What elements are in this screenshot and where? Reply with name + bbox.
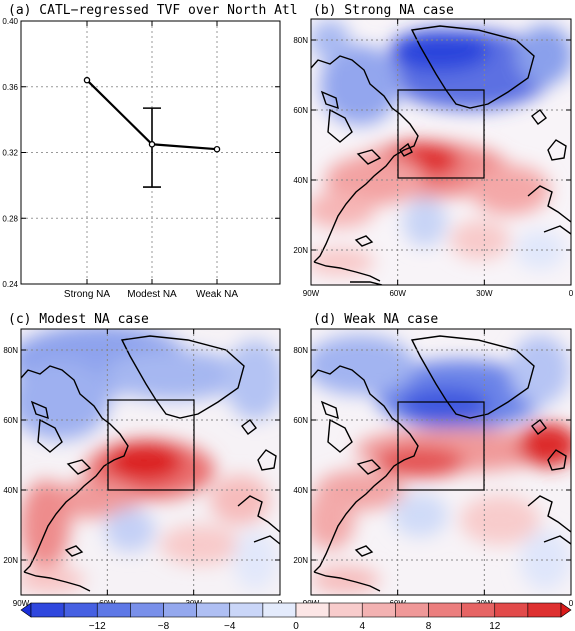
colorbar-label: −4 xyxy=(224,621,236,631)
colorbar-swatch xyxy=(196,602,231,618)
y-tick-label: 0.24 xyxy=(2,280,18,289)
colorbar-max-arrow xyxy=(560,602,572,618)
y-tick-label: 0.36 xyxy=(2,83,18,92)
x-tick-label: Strong NA xyxy=(64,289,110,300)
lat-tick-label: 40N xyxy=(3,486,18,495)
colorbar-swatch xyxy=(262,602,297,618)
colorbar-swatch xyxy=(395,602,429,618)
panel-d-title: (d) Weak NA case xyxy=(313,312,438,327)
panel-b-field xyxy=(311,19,571,285)
panel-b-region-box xyxy=(397,89,485,179)
lon-tick-label: 90W xyxy=(303,289,320,298)
colorbar-label: 12 xyxy=(489,621,501,631)
panel-d: (d) Weak NA case xyxy=(293,312,574,608)
x-tick-label: Modest NA xyxy=(127,289,177,300)
panel-a-title: (a) CATL−regressed TVF over North Atl xyxy=(8,3,298,18)
panel-b-ticks: 90W 60W 30W 0 20N 40N 60N 80N xyxy=(293,19,574,298)
panel-b-grid xyxy=(311,19,571,285)
colorbar-label: 8 xyxy=(426,621,432,631)
lat-tick-label: 80N xyxy=(3,346,18,355)
colorbar-label: −12 xyxy=(89,621,106,631)
colorbar-label: −8 xyxy=(158,621,170,631)
colorbar-swatch xyxy=(461,602,496,618)
colorbar-labels: −12 −8 −4 0 4 8 12 xyxy=(89,621,501,631)
panel-a-x-ticks: Strong NA Modest NA Weak NA xyxy=(64,21,238,300)
colorbar-swatch xyxy=(130,602,164,618)
lat-tick-label: 20N xyxy=(293,556,308,565)
lat-tick-label: 80N xyxy=(293,346,308,355)
lat-tick-label: 40N xyxy=(293,176,308,185)
y-tick-label: 0.40 xyxy=(2,17,18,26)
panel-b-title: (b) Strong NA case xyxy=(313,3,454,18)
colorbar-label: 0 xyxy=(293,621,299,631)
colorbar-label: 4 xyxy=(359,621,365,631)
data-point xyxy=(83,76,91,84)
data-point xyxy=(148,141,156,148)
colorbar: −12 −8 −4 0 4 8 12 xyxy=(20,602,572,631)
panel-b: (b) Strong NA case xyxy=(293,3,573,298)
lat-tick-label: 80N xyxy=(293,36,308,45)
colorbar-swatch xyxy=(30,602,65,618)
panel-c-field xyxy=(21,329,280,595)
colorbar-swatch xyxy=(361,602,396,618)
panel-c-frame xyxy=(20,328,281,596)
data-point xyxy=(213,145,221,153)
panel-c-region-box xyxy=(107,399,195,491)
x-tick-label: Weak NA xyxy=(196,289,238,300)
panel-a-series xyxy=(83,76,221,188)
colorbar-swatches xyxy=(20,602,572,618)
lat-tick-label: 60N xyxy=(3,416,18,425)
y-tick-label: 0.28 xyxy=(2,214,18,223)
colorbar-swatch xyxy=(63,602,98,618)
panel-b-frame xyxy=(310,18,572,286)
panel-a: (a) CATL−regressed TVF over North Atl 0.… xyxy=(2,3,297,300)
lat-tick-label: 60N xyxy=(293,416,308,425)
colorbar-swatch xyxy=(428,602,462,618)
colorbar-swatch xyxy=(163,602,197,618)
colorbar-swatch xyxy=(328,602,363,618)
lat-tick-label: 40N xyxy=(293,486,308,495)
lat-tick-label: 60N xyxy=(293,106,308,115)
panel-c-grid xyxy=(21,329,280,595)
lon-tick-label: 0 xyxy=(569,289,574,298)
colorbar-swatch xyxy=(295,602,330,618)
lat-tick-label: 20N xyxy=(293,246,308,255)
colorbar-swatch xyxy=(96,602,131,618)
colorbar-swatch xyxy=(229,602,264,618)
panel-d-field xyxy=(311,329,571,595)
lon-tick-label: 30W xyxy=(476,289,493,298)
panel-c-title: (c) Modest NA case xyxy=(8,312,149,327)
panel-d-frame xyxy=(310,328,572,596)
colorbar-swatch xyxy=(494,602,529,618)
lon-tick-label: 0 xyxy=(569,599,574,608)
panel-c: (c) Modest NA case xyxy=(3,312,282,608)
y-tick-label: 0.32 xyxy=(2,149,18,158)
lon-tick-label: 60W xyxy=(389,289,406,298)
panel-d-region-box xyxy=(397,401,485,491)
panel-a-y-ticks: 0.24 0.28 0.32 0.36 0.40 xyxy=(2,17,280,289)
lon-tick-label: 90W xyxy=(13,599,30,608)
lat-tick-label: 20N xyxy=(3,556,18,565)
colorbar-swatch xyxy=(527,602,562,618)
